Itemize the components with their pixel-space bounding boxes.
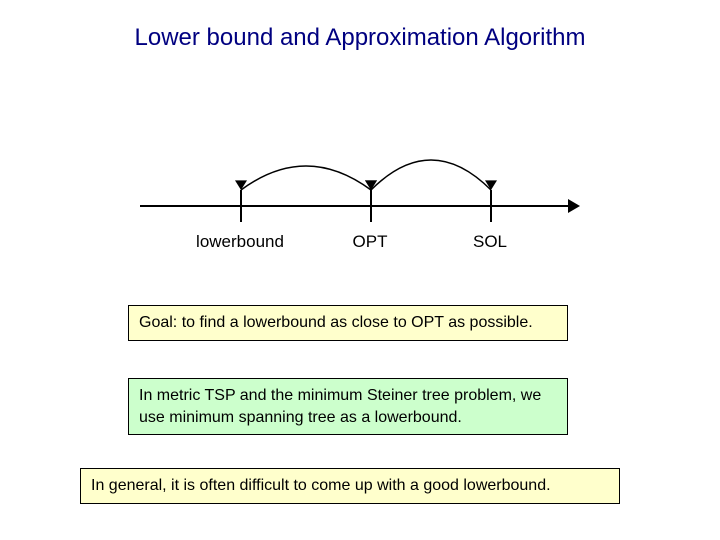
tick-2	[490, 190, 492, 222]
text-box-0: Goal: to find a lowerbound as close to O…	[128, 305, 568, 341]
tick-1	[370, 190, 372, 222]
axis-line	[140, 205, 570, 207]
tick-label-0: lowerbound	[190, 232, 290, 252]
arc-0	[241, 166, 371, 190]
tick-label-2: SOL	[460, 232, 520, 252]
tick-label-1: OPT	[340, 232, 400, 252]
arc-svg	[140, 120, 580, 210]
text-box-2: In general, it is often difficult to com…	[80, 468, 620, 504]
page-title: Lower bound and Approximation Algorithm	[0, 24, 720, 52]
tick-0	[240, 190, 242, 222]
arc-0-arrowhead-0	[235, 180, 247, 190]
number-line-diagram: lowerbound OPT SOL	[140, 120, 580, 260]
arc-1	[371, 160, 491, 190]
axis-arrow	[568, 199, 580, 213]
text-box-1: In metric TSP and the minimum Steiner tr…	[128, 378, 568, 435]
